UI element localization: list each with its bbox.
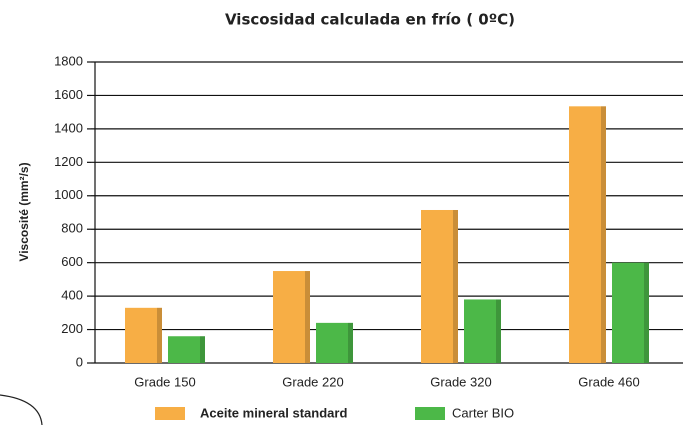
legend-swatch	[155, 407, 185, 420]
legend-swatch	[415, 407, 445, 420]
legend-label: Aceite mineral standard	[200, 405, 347, 420]
y-tick-label: 600	[61, 254, 83, 269]
y-tick-label: 0	[76, 354, 83, 369]
y-axis-label: Viscosité (mm²/s)	[17, 162, 31, 261]
x-tick-label: Grade 150	[134, 374, 195, 389]
bar	[316, 322, 353, 363]
y-tick-label: 1200	[54, 154, 83, 169]
bar	[569, 106, 606, 363]
y-tick-label: 1600	[54, 87, 83, 102]
bar	[421, 209, 458, 363]
bar	[612, 262, 649, 363]
x-tick-label: Grade 220	[282, 374, 343, 389]
bar-side	[200, 336, 205, 363]
x-tick-label: Grade 460	[578, 374, 639, 389]
bar-side	[496, 299, 501, 363]
bar-side	[453, 209, 458, 363]
bar-side	[601, 106, 606, 363]
y-tick-label: 1400	[54, 120, 83, 135]
y-tick-label: 1000	[54, 187, 83, 202]
y-tick-label: 200	[61, 321, 83, 336]
y-tick-label: 400	[61, 288, 83, 303]
bar	[464, 299, 501, 363]
x-tick-label: Grade 320	[430, 374, 491, 389]
bar-side	[157, 307, 162, 363]
bar-side	[348, 322, 353, 363]
bar-side	[644, 262, 649, 363]
bar	[125, 307, 162, 363]
y-tick-label: 1800	[54, 53, 83, 68]
bar-side	[305, 271, 310, 363]
legend-label: Carter BIO	[452, 405, 514, 420]
decoration-arc	[0, 394, 43, 425]
y-tick-label: 800	[61, 221, 83, 236]
chart-title: Viscosidad calculada en frío ( 0ºC)	[225, 11, 515, 29]
bar	[168, 336, 205, 363]
bar	[273, 271, 310, 363]
